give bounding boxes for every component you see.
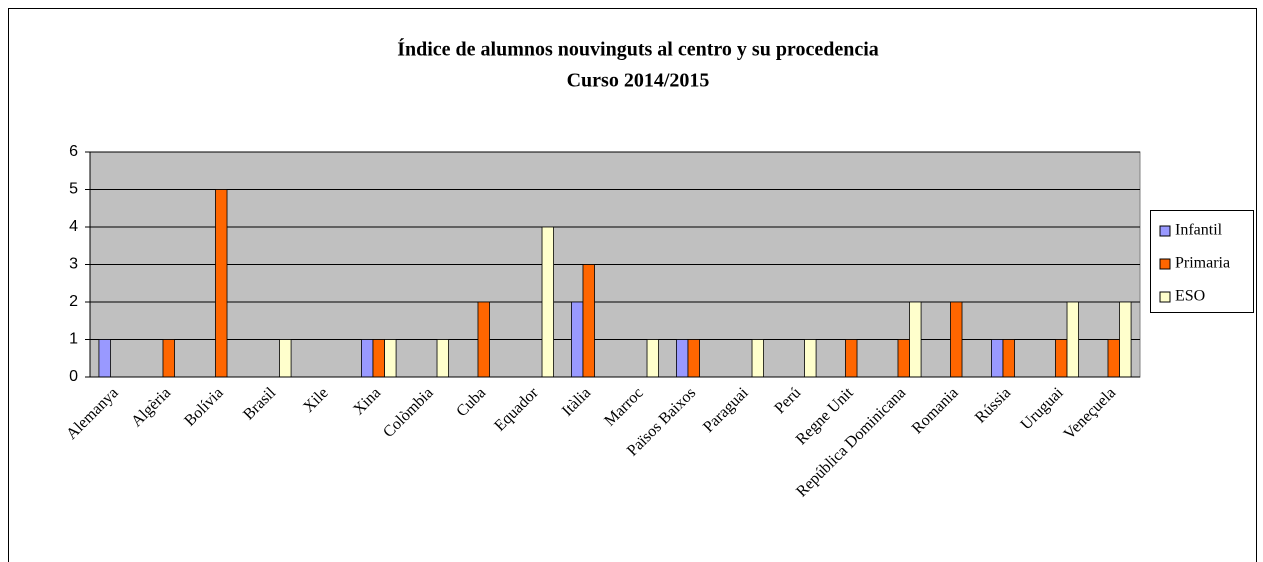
bar <box>1066 301 1079 378</box>
chart-subtitle: Curso 2014/2015 <box>567 70 710 92</box>
bar <box>950 301 963 378</box>
bar <box>384 339 397 378</box>
legend-swatch <box>1159 258 1171 270</box>
bar <box>582 264 595 378</box>
bar <box>279 339 292 378</box>
chart-title: Índice de alumnos nouvinguts al centro y… <box>397 38 879 61</box>
bar <box>804 339 817 378</box>
y-tick-label: 3 <box>69 256 78 273</box>
bar <box>98 339 111 378</box>
bar <box>1055 339 1068 378</box>
legend-swatch <box>1159 225 1171 237</box>
bar <box>909 301 922 378</box>
bar <box>162 339 175 378</box>
bar <box>477 301 490 378</box>
bar <box>571 301 584 378</box>
bar <box>1107 339 1120 378</box>
bar <box>215 189 228 378</box>
bar <box>845 339 858 378</box>
bar <box>897 339 910 378</box>
bar <box>541 226 554 378</box>
y-tick-label: 6 <box>69 143 78 160</box>
bar <box>436 339 449 378</box>
bar <box>646 339 659 378</box>
bar <box>991 339 1004 378</box>
bar <box>372 339 385 378</box>
y-tick-label: 1 <box>69 331 78 348</box>
bar <box>676 339 689 378</box>
y-tick-label: 4 <box>69 218 78 235</box>
legend-swatch <box>1159 291 1171 303</box>
legend-label: Infantil <box>1175 222 1223 239</box>
bar <box>1002 339 1015 378</box>
y-tick-label: 0 <box>69 368 78 385</box>
bar <box>751 339 764 378</box>
bar <box>361 339 374 378</box>
y-tick-label: 5 <box>69 181 78 198</box>
legend-label: Primaria <box>1175 255 1230 272</box>
y-tick-label: 2 <box>69 293 78 310</box>
bar <box>687 339 700 378</box>
bar <box>1119 301 1132 378</box>
legend-label: ESO <box>1175 288 1205 305</box>
